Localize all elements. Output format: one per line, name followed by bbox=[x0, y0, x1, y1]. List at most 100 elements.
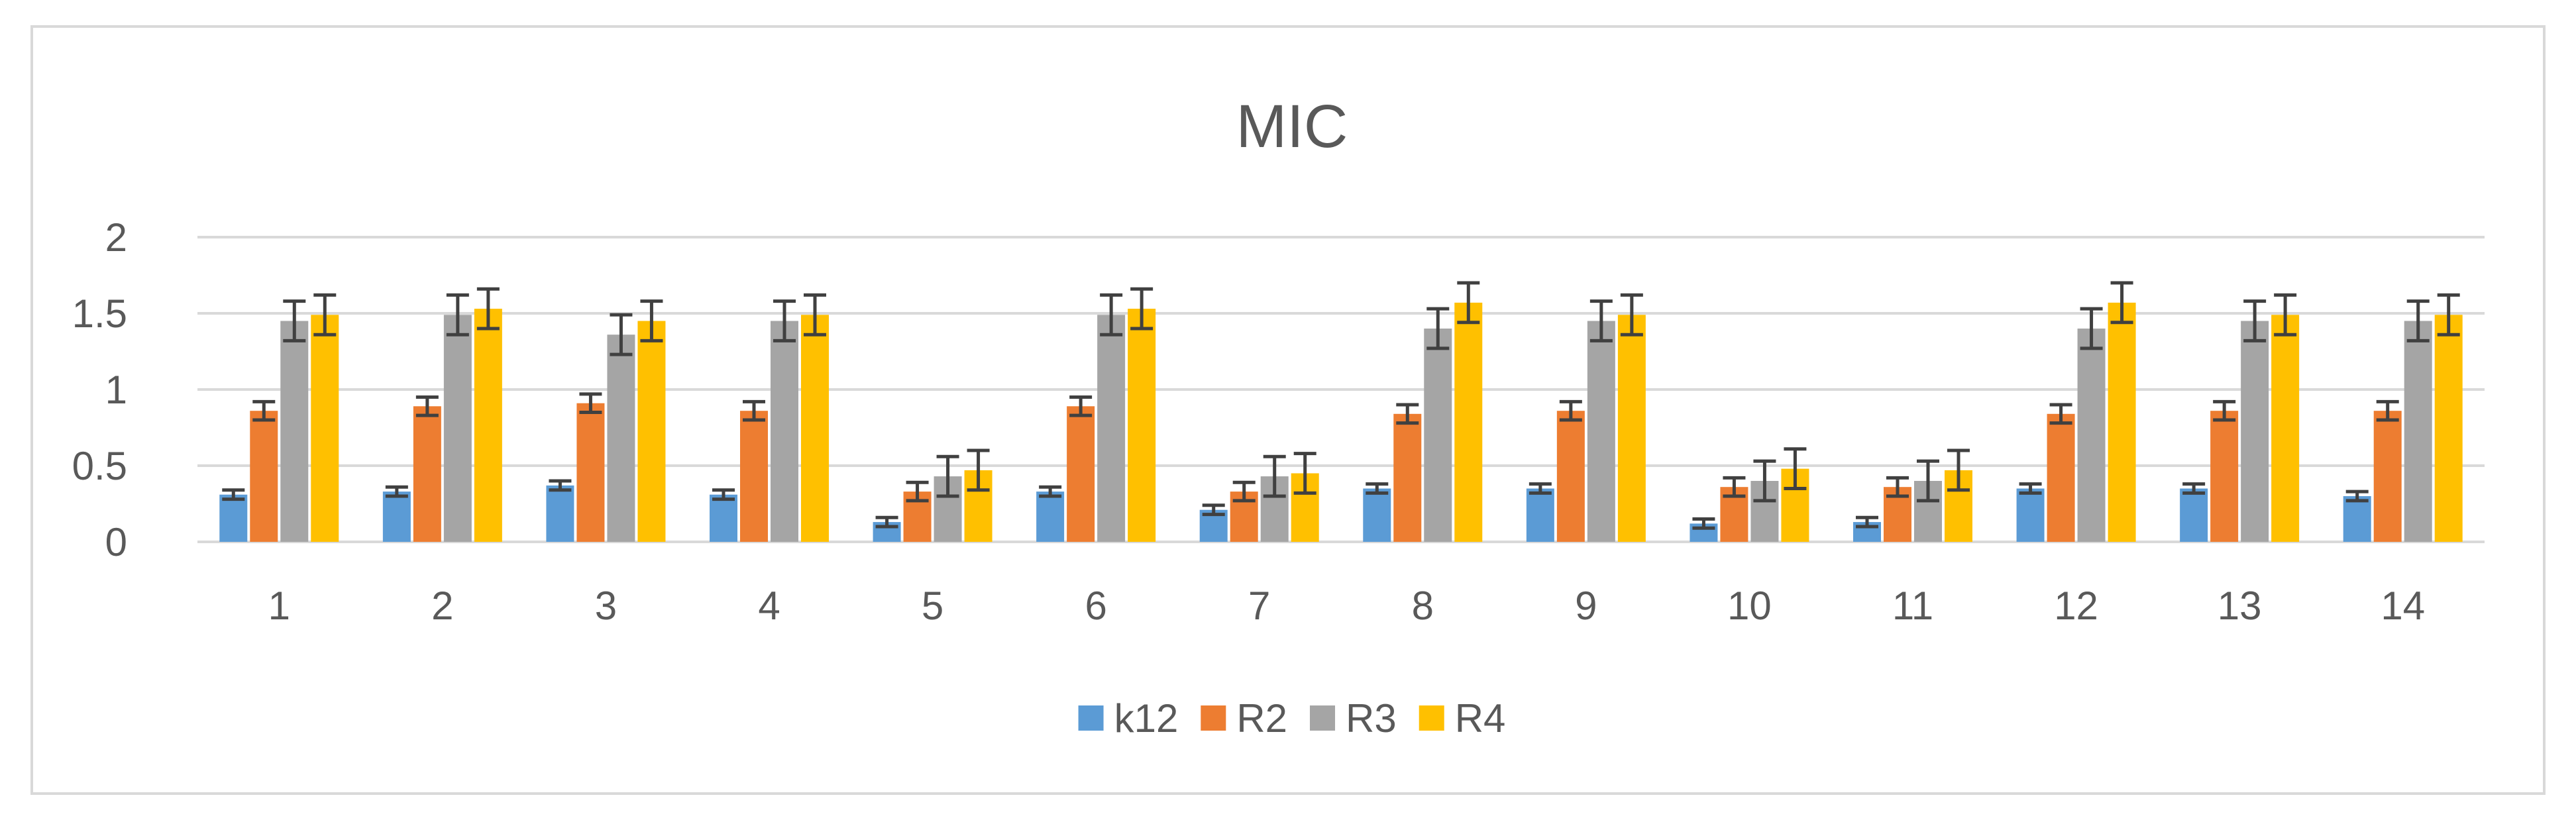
bar-k12-8 bbox=[1363, 488, 1391, 542]
bar-R2-4 bbox=[740, 411, 768, 542]
bar-R4-9 bbox=[1617, 315, 1646, 542]
bar-R2-1 bbox=[250, 411, 278, 542]
legend-item-k12: k12 bbox=[1078, 696, 1179, 741]
error-bar-R2-7 bbox=[1232, 480, 1256, 503]
bar-k12-9 bbox=[1526, 488, 1554, 542]
error-bar-R3-3 bbox=[610, 313, 633, 356]
x-tick-label: 9 bbox=[1575, 584, 1597, 628]
legend-item-R2: R2 bbox=[1201, 696, 1287, 741]
x-tick-label: 1 bbox=[268, 584, 290, 628]
error-bar-R2-9 bbox=[1559, 399, 1582, 422]
legend-item-R3: R3 bbox=[1310, 696, 1397, 741]
y-tick-label: 2 bbox=[105, 215, 127, 260]
bar-R4-14 bbox=[2434, 315, 2463, 542]
error-bar-R4-7 bbox=[1293, 452, 1316, 495]
y-axis-ticks: 0 0.5 1 1.5 2 bbox=[72, 215, 127, 564]
bar-R2-9 bbox=[1556, 411, 1585, 542]
error-bar-k12-4 bbox=[712, 488, 735, 501]
error-bar-R4-4 bbox=[804, 293, 826, 337]
error-bar-R2-8 bbox=[1396, 403, 1419, 425]
error-bar-R3-9 bbox=[1589, 299, 1613, 342]
x-tick-label: 7 bbox=[1248, 584, 1270, 628]
error-bar-R3-10 bbox=[1753, 459, 1776, 503]
bar-R2-2 bbox=[413, 406, 441, 542]
legend: k12 R2 R3 R4 bbox=[1078, 696, 1506, 741]
legend-label: R3 bbox=[1346, 696, 1397, 741]
error-bar-R2-5 bbox=[906, 480, 929, 503]
error-bar-R3-1 bbox=[283, 299, 306, 342]
bar-R3-3 bbox=[607, 335, 635, 542]
error-bar-R4-14 bbox=[2437, 293, 2460, 337]
bar-R4-4 bbox=[801, 315, 829, 542]
legend-label: R2 bbox=[1236, 696, 1287, 741]
x-tick-label: 12 bbox=[2054, 584, 2098, 628]
x-tick-label: 10 bbox=[1727, 584, 1772, 628]
gridlines bbox=[197, 236, 2485, 543]
error-bar-R3-11 bbox=[1917, 459, 1939, 503]
bar-R2-14 bbox=[2373, 411, 2402, 542]
error-bar-R2-3 bbox=[579, 392, 602, 414]
bar-k12-13 bbox=[2180, 488, 2208, 542]
legend-swatch bbox=[1419, 705, 1444, 731]
error-bar-R2-4 bbox=[743, 399, 765, 422]
error-bar-R3-4 bbox=[773, 299, 796, 342]
chart-title: MIC bbox=[1236, 93, 1348, 160]
error-bar-R4-8 bbox=[1457, 281, 1480, 325]
error-bar-k12-13 bbox=[2182, 482, 2206, 495]
error-bar-R2-13 bbox=[2213, 399, 2236, 422]
x-tick-label: 11 bbox=[1892, 584, 1933, 628]
legend-label: R4 bbox=[1455, 696, 1506, 741]
bar-R4-2 bbox=[474, 309, 502, 542]
x-tick-label: 6 bbox=[1085, 584, 1106, 628]
y-tick-label: 1 bbox=[105, 368, 127, 412]
error-bar-R3-2 bbox=[446, 293, 469, 337]
error-bar-R4-1 bbox=[313, 293, 337, 337]
bar-k12-2 bbox=[382, 492, 411, 542]
bar-R3-6 bbox=[1097, 315, 1126, 542]
bar-R4-12 bbox=[2108, 302, 2136, 542]
bar-R3-1 bbox=[280, 321, 309, 542]
bars bbox=[219, 302, 2463, 542]
error-bar-R2-11 bbox=[1886, 476, 1909, 498]
x-tick-label: 5 bbox=[922, 584, 943, 628]
legend-swatch bbox=[1310, 705, 1336, 731]
bar-R3-8 bbox=[1424, 329, 1452, 542]
error-bar-R4-12 bbox=[2110, 281, 2133, 325]
legend-swatch bbox=[1201, 705, 1226, 731]
x-tick-label: 4 bbox=[758, 584, 780, 628]
error-bar-R4-13 bbox=[2274, 293, 2297, 337]
error-bar-R3-8 bbox=[1426, 307, 1450, 350]
bar-k12-1 bbox=[219, 494, 248, 542]
legend-swatch bbox=[1078, 705, 1104, 731]
error-bar-R4-6 bbox=[1130, 287, 1154, 331]
bar-R3-9 bbox=[1587, 321, 1615, 542]
y-tick-label: 0 bbox=[105, 520, 127, 564]
bar-R2-12 bbox=[2047, 413, 2075, 542]
bar-R3-12 bbox=[2077, 329, 2106, 542]
error-bar-R2-2 bbox=[415, 395, 439, 417]
bar-R4-1 bbox=[311, 315, 339, 542]
bar-R3-13 bbox=[2241, 321, 2269, 542]
bar-k12-4 bbox=[710, 494, 737, 542]
x-tick-label: 2 bbox=[431, 584, 453, 628]
bar-k12-3 bbox=[546, 485, 574, 542]
bar-k12-12 bbox=[2016, 488, 2045, 542]
error-bar-k12-3 bbox=[549, 479, 572, 492]
error-bar-R2-10 bbox=[1723, 476, 1746, 498]
bar-R4-13 bbox=[2271, 315, 2300, 542]
error-bar-R4-5 bbox=[967, 448, 990, 492]
bar-R2-8 bbox=[1393, 413, 1422, 542]
bar-R2-13 bbox=[2210, 411, 2239, 542]
error-bar-R4-9 bbox=[1620, 293, 1643, 337]
y-tick-label: 1.5 bbox=[72, 291, 127, 336]
error-bar-R2-6 bbox=[1069, 395, 1093, 417]
error-bar-k12-5 bbox=[875, 515, 898, 529]
legend-label: k12 bbox=[1114, 696, 1179, 741]
bar-R4-8 bbox=[1454, 302, 1483, 542]
error-bar-k12-10 bbox=[1692, 517, 1715, 530]
error-bar-R3-6 bbox=[1100, 293, 1123, 337]
error-bar-R4-3 bbox=[640, 299, 663, 342]
error-bar-R2-14 bbox=[2376, 399, 2399, 422]
x-axis-ticks: 1 2 3 4 5 6 7 8 9 10 11 12 13 14 bbox=[268, 584, 2425, 628]
bar-R3-4 bbox=[771, 321, 798, 542]
